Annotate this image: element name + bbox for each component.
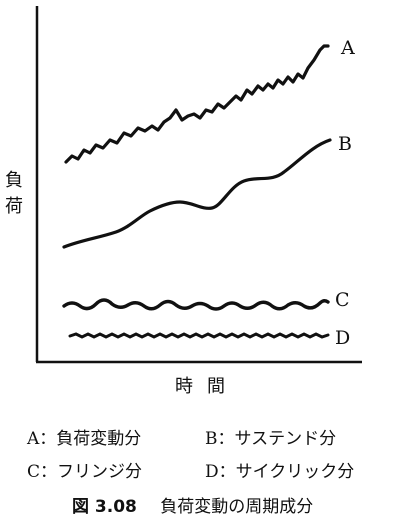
legend-item-d: D：サイクリック分 [205, 462, 355, 482]
curve-b-sustained [62, 138, 332, 249]
legend-item-c: C：フリンジ分 [27, 462, 143, 482]
legend-row-1: A：負荷変動分 B：サステンド分 [27, 424, 336, 449]
curve-label-d: D [335, 327, 350, 349]
curve-a-load-fluctuation [64, 44, 330, 164]
x-axis-label: 時間 [175, 376, 239, 397]
curve-d-cyclic [68, 332, 330, 339]
y-axis-label-char-2: 荷 [5, 196, 23, 217]
legend-row-2: C：フリンジ分 D：サイクリック分 [27, 457, 354, 482]
curve-label-c: C [335, 289, 350, 311]
figure-number: 図 3.08 [72, 497, 137, 517]
figure-caption: 図 3.08 負荷変動の周期成分 [72, 492, 313, 517]
y-axis-label: 負 荷 [2, 168, 26, 220]
legend-item-b: B：サステンド分 [205, 429, 337, 449]
curve-label-a: A [340, 37, 355, 59]
legend-item-a: A：負荷変動分 [27, 429, 142, 449]
curve-c-fringe [62, 298, 330, 311]
curve-label-b: B [338, 133, 352, 155]
y-axis-label-char-1: 負 [5, 170, 23, 191]
figure-title: 負荷変動の周期成分 [160, 497, 314, 517]
